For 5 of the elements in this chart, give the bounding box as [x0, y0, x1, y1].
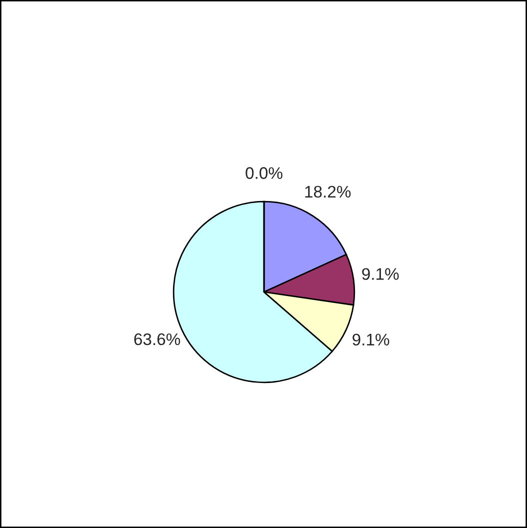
data-label: 9.1% — [362, 268, 399, 280]
data-label: 18.2% — [305, 186, 351, 198]
data-label: 9.1% — [352, 334, 390, 346]
data-label: 63.6% — [134, 333, 180, 346]
text: 0.0% — [246, 167, 282, 179]
